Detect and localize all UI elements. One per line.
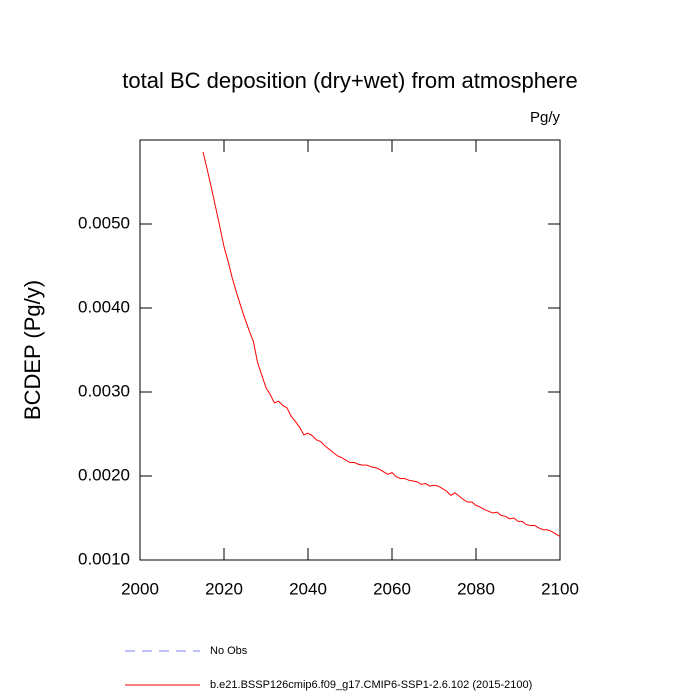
x-tick-label: 2100 xyxy=(541,579,579,598)
x-tick-label: 2080 xyxy=(457,579,495,598)
x-tick-label: 2040 xyxy=(289,579,327,598)
y-axis-label: BCDEP (Pg/y) xyxy=(20,280,45,420)
chart-title: total BC deposition (dry+wet) from atmos… xyxy=(122,68,577,93)
x-tick-label: 2000 xyxy=(121,579,159,598)
y-tick-label: 0.0040 xyxy=(78,297,130,316)
y-tick-label: 0.0050 xyxy=(78,213,130,232)
y-tick-label: 0.0020 xyxy=(78,465,130,484)
y-tick-label: 0.0010 xyxy=(78,549,130,568)
legend-label: No Obs xyxy=(210,645,248,657)
x-tick-label: 2020 xyxy=(205,579,243,598)
plot-frame xyxy=(139,139,561,561)
x-tick-label: 2060 xyxy=(373,579,411,598)
line-series xyxy=(202,151,561,537)
y-tick-label: 0.0030 xyxy=(78,381,130,400)
units-label: Pg/y xyxy=(530,109,561,126)
legend-label: b.e21.BSSP126cmip6.f09_g17.CMIP6-SSP1-2.… xyxy=(210,679,532,691)
